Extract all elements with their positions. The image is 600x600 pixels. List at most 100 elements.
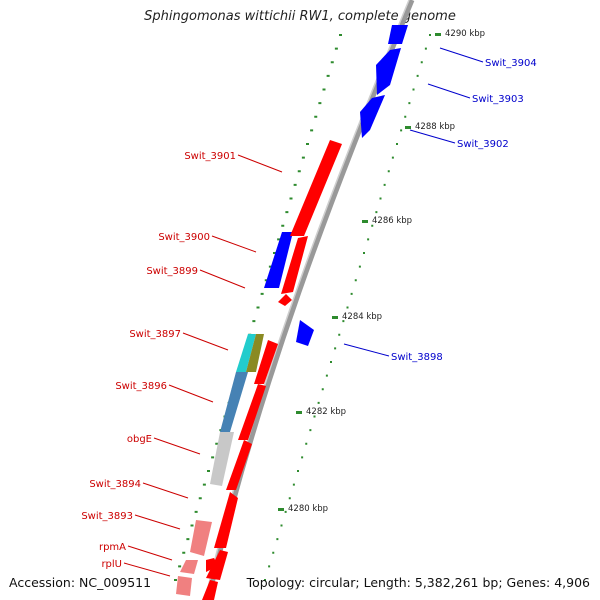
gene-label-reverse: Swit_3903	[472, 94, 524, 105]
tick-mark-outer	[387, 170, 390, 173]
tick-mark-inner	[310, 129, 314, 132]
tick-mark-inner	[215, 442, 219, 445]
leader-line	[153, 437, 201, 455]
leader-line	[168, 384, 214, 403]
gene-forward	[206, 558, 218, 572]
tick-mark-inner	[273, 252, 276, 254]
tick-mark-inner	[264, 279, 268, 282]
leader-line	[123, 562, 171, 577]
tick-mark-inner	[202, 483, 206, 486]
map-title: Sphingomonas wittichii RW1, complete gen…	[144, 9, 456, 24]
tick-mark-outer	[276, 538, 279, 541]
scale-tick	[435, 33, 441, 36]
leader-line	[211, 235, 257, 253]
tick-mark-inner	[289, 197, 293, 200]
tick-mark-outer	[371, 224, 374, 227]
tick-mark-outer	[416, 74, 419, 77]
gene-forward	[226, 440, 252, 490]
tick-mark-inner	[326, 74, 330, 77]
accession-text: Accession: NC_009511	[9, 575, 152, 590]
tick-mark-inner	[322, 88, 326, 91]
tick-mark-inner	[314, 115, 318, 118]
tick-mark-outer	[272, 551, 275, 554]
tick-mark-outer	[412, 88, 415, 91]
tick-mark-inner	[252, 320, 256, 323]
gene-features	[176, 25, 408, 600]
tick-mark-outer	[363, 252, 365, 254]
scale-label: 4288 kbp	[415, 122, 455, 132]
tick-mark-outer	[292, 483, 295, 486]
tick-mark-inner	[339, 34, 342, 36]
gene-cog	[190, 520, 212, 556]
tick-mark-outer	[404, 115, 407, 118]
tick-mark-outer	[313, 415, 316, 418]
tick-mark-outer	[383, 183, 386, 186]
tick-mark-inner	[301, 156, 305, 159]
tick-mark-outer	[354, 279, 357, 282]
scale-label: 4284 kbp	[342, 312, 382, 322]
scale-label: 4286 kbp	[372, 216, 412, 226]
scale-label: 4282 kbp	[306, 407, 346, 417]
tick-mark-inner	[285, 211, 289, 214]
topology-text: Topology: circular; Length: 5,382,261 bp…	[246, 575, 590, 590]
scale-tick	[405, 126, 411, 129]
gene-cog	[246, 334, 264, 372]
gene-label-forward: obgE	[127, 434, 152, 445]
gene-forward	[238, 384, 266, 440]
leader-line	[343, 343, 390, 357]
tick-mark-outer	[429, 34, 431, 36]
gene-label-reverse: Swit_3898	[391, 352, 443, 363]
tick-mark-inner	[174, 579, 177, 581]
leader-line	[409, 129, 456, 144]
tick-mark-outer	[391, 156, 394, 159]
label-leaders	[123, 47, 484, 577]
tick-mark-inner	[260, 292, 264, 295]
gene-label-forward: Swit_3900	[158, 232, 210, 243]
leader-line	[427, 83, 471, 99]
gene-forward	[214, 492, 238, 548]
tick-mark-inner	[297, 170, 301, 173]
scale-label: 4280 kbp	[288, 504, 328, 514]
gene-cog	[210, 432, 234, 486]
gene-label-forward: Swit_3896	[115, 381, 167, 392]
gene-label-forward: Swit_3893	[81, 511, 133, 522]
tick-mark-inner	[194, 510, 198, 513]
tick-mark-inner	[198, 497, 202, 500]
leader-line	[182, 332, 229, 351]
gene-cog	[236, 334, 256, 372]
tick-mark-outer	[346, 306, 349, 309]
tick-mark-outer	[408, 102, 411, 105]
gene-label-forward: Swit_3899	[146, 266, 198, 277]
tick-mark-inner	[186, 538, 190, 541]
tick-mark-outer	[264, 579, 266, 581]
gene-forward	[202, 580, 218, 600]
tick-mark-outer	[330, 361, 332, 363]
gene-reverse	[376, 48, 401, 95]
gene-label-forward: Swit_3894	[89, 479, 141, 490]
tick-mark-outer	[301, 456, 304, 459]
gene-cog	[220, 372, 248, 432]
tick-mark-inner	[178, 565, 182, 568]
leader-line	[134, 514, 181, 530]
scale-tick	[296, 411, 302, 414]
tick-mark-outer	[334, 347, 337, 350]
scale-tick	[362, 220, 368, 223]
gene-reverse	[360, 95, 385, 138]
tick-mark-outer	[338, 333, 341, 336]
tick-mark-outer	[379, 197, 382, 200]
gene-forward	[254, 340, 278, 384]
tick-mark-outer	[424, 47, 427, 50]
gene-forward	[290, 140, 342, 236]
tick-mark-inner	[190, 524, 194, 527]
gene-label-reverse: Swit_3904	[485, 58, 537, 69]
gene-label-reverse: Swit_3902	[457, 139, 509, 150]
tick-mark-outer	[358, 265, 361, 268]
tick-mark-outer	[288, 497, 291, 500]
gene-labels: Swit_3904 Swit_3903 Swit_3902 Swit_3898 Swit…	[81, 58, 536, 570]
gene-label-forward: rpmA	[99, 542, 126, 553]
tick-mark-outer	[396, 143, 398, 145]
scale-tick	[332, 316, 338, 319]
tick-mark-outer	[342, 320, 345, 323]
gene-reverse	[264, 232, 293, 288]
